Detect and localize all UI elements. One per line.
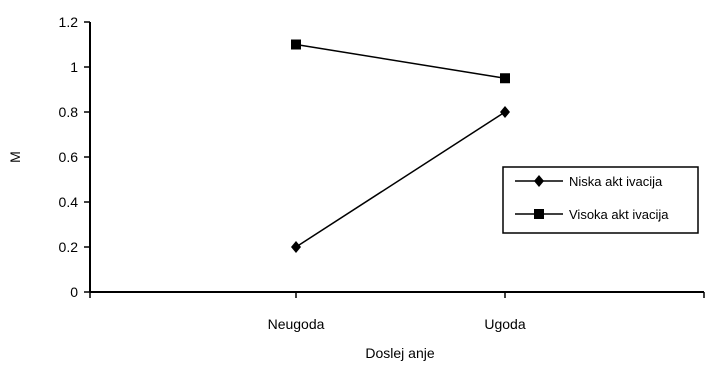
x-tick-label: Neugoda [268,316,325,332]
y-tick-label: 0 [70,284,78,300]
y-tick-label: 0.2 [59,239,79,255]
x-ticks: Neugoda Ugoda [89,292,705,332]
y-tick-label: 0.6 [59,149,79,165]
series-line [295,111,506,248]
y-axis-title: M [7,151,23,163]
legend-box [502,166,699,234]
legend-items: Niska akt ivacija Visoka akt ivacija [515,174,669,222]
y-tick-label: 0.4 [59,194,79,210]
data-point [500,106,510,118]
legend-marker [534,175,544,187]
legend-label: Niska akt ivacija [569,174,663,189]
y-ticks: 0 0.2 0.4 0.6 0.8 1 1.2 [59,14,90,300]
x-tick-label: Ugoda [484,316,525,332]
series-1 [291,106,510,253]
data-point [500,73,510,84]
legend-item: Niska akt ivacija [515,174,663,189]
legend-marker [534,209,544,219]
legend: Niska akt ivacija Visoka akt ivacija [502,166,699,234]
legend-item: Visoka akt ivacija [515,207,669,222]
y-tick-label: 1.2 [59,14,79,30]
plot-area [291,39,510,253]
y-tick-label: 0.8 [59,104,79,120]
y-axis: 0 0.2 0.4 0.6 0.8 1 1.2 [59,14,91,300]
legend-label: Visoka akt ivacija [569,207,669,222]
y-tick-label: 1 [70,59,78,75]
data-point [291,241,301,253]
x-axis: Neugoda Ugoda [89,291,705,332]
series-2 [291,39,510,84]
series-line [295,43,506,79]
x-axis-title: Doslej anje [365,345,434,361]
data-point [291,39,301,50]
